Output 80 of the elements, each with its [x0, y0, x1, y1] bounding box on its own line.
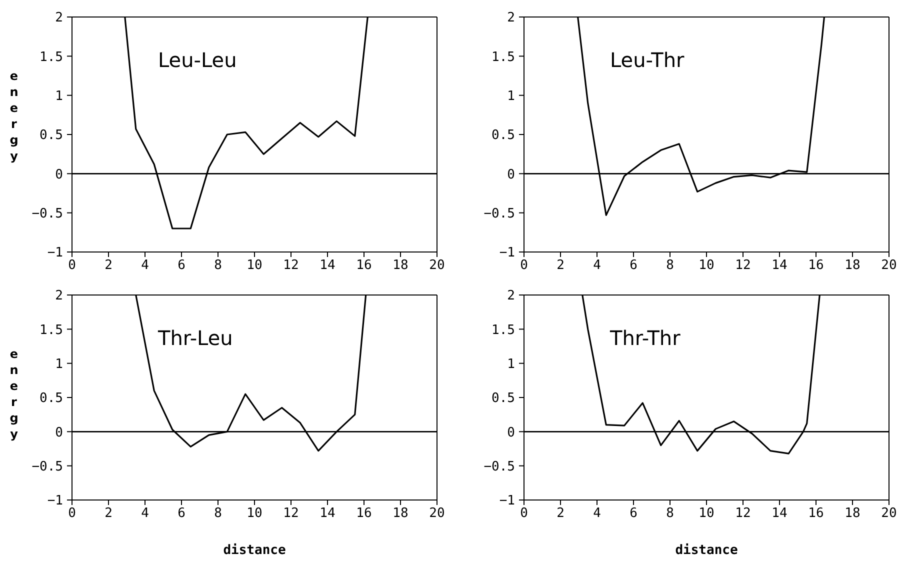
x-tick-label: 12: [283, 258, 299, 274]
y-tick-label: 1: [55, 356, 63, 372]
x-tick-label: 2: [556, 506, 564, 522]
x-tick-label: 12: [735, 506, 751, 522]
x-tick-label: 2: [104, 258, 112, 274]
text: Leu-Leu: [158, 48, 237, 72]
x-tick-label: 8: [666, 506, 674, 522]
y-tick-label: 1.5: [40, 50, 63, 65]
y-tick-label: 0: [507, 167, 515, 182]
x-tick-label: 8: [214, 506, 222, 522]
x-tick-label: 16: [808, 506, 824, 522]
x-tick-label: 20: [429, 258, 445, 274]
y-tick-label: 0: [507, 425, 515, 440]
x-tick-label: 8: [666, 258, 674, 274]
x-tick-label: 0: [68, 258, 76, 274]
x-tick-label: 2: [556, 258, 564, 274]
y-tick-label: 1: [55, 88, 63, 104]
x-tick-label: 16: [356, 506, 372, 522]
x-tick-label: 18: [392, 258, 408, 274]
y-tick-label: 0: [55, 425, 63, 440]
y-tick-label: 0: [55, 167, 63, 182]
y-tick-label: 0.5: [40, 391, 63, 406]
y-axis-title: energy: [8, 346, 20, 442]
x-tick-label: 14: [772, 506, 788, 522]
x-tick-label: 6: [630, 506, 638, 522]
x-tick-label: 4: [593, 506, 602, 522]
y-tick-label: −0.5: [32, 459, 63, 474]
x-tick-label: 20: [881, 506, 897, 522]
x-tick-label: 0: [68, 506, 76, 522]
x-tick-label: 18: [844, 506, 860, 522]
y-tick-label: 1: [507, 356, 515, 372]
y-tick-label: 2: [507, 10, 515, 26]
x-tick-label: 6: [178, 506, 186, 522]
x-tick-label: 4: [593, 258, 602, 274]
y-tick-label: 2: [55, 10, 63, 26]
x-tick-label: 16: [356, 258, 372, 274]
y-tick-label: −1: [499, 246, 515, 261]
y-tick-label: −0.5: [32, 206, 63, 222]
x-tick-label: 14: [320, 506, 336, 522]
y-tick-label: −1: [47, 494, 63, 509]
x-tick-label: 14: [320, 258, 336, 274]
x-tick-label: 0: [520, 506, 528, 522]
x-tick-label: 14: [772, 258, 788, 274]
x-tick-label: 10: [698, 506, 714, 522]
y-tick-label: 0.5: [492, 391, 515, 406]
y-tick-label: 1.5: [40, 322, 63, 338]
x-axis-title: distance: [675, 543, 738, 558]
y-tick-label: 2: [507, 288, 515, 304]
y-tick-label: 1: [507, 88, 515, 104]
x-tick-label: 12: [735, 258, 751, 274]
y-tick-label: 0.5: [492, 128, 515, 144]
x-tick-label: 18: [844, 258, 860, 274]
y-tick-label: 2: [55, 288, 63, 304]
x-axis-title: distance: [223, 543, 286, 558]
x-tick-label: 6: [178, 258, 186, 274]
x-tick-label: 0: [520, 258, 528, 274]
x-tick-label: 10: [246, 506, 262, 522]
text: Leu-Thr: [610, 48, 684, 72]
x-tick-label: 10: [246, 258, 262, 274]
x-tick-label: 2: [104, 506, 112, 522]
x-tick-label: 4: [141, 258, 150, 274]
y-tick-label: 1.5: [492, 322, 515, 338]
x-tick-label: 12: [283, 506, 299, 522]
y-tick-label: −0.5: [484, 459, 515, 474]
x-tick-label: 4: [141, 506, 150, 522]
x-tick-label: 20: [429, 506, 445, 522]
x-tick-label: 8: [214, 258, 222, 274]
y-tick-label: 1.5: [492, 50, 515, 65]
x-tick-label: 16: [808, 258, 824, 274]
x-tick-label: 18: [392, 506, 408, 522]
y-axis-title: energy: [8, 68, 20, 164]
text: Thr-Leu: [158, 326, 233, 350]
text: Thr-Thr: [610, 326, 680, 350]
x-tick-label: 20: [881, 258, 897, 274]
y-tick-label: −1: [499, 494, 515, 509]
x-tick-label: 6: [630, 258, 638, 274]
y-tick-label: 0.5: [40, 128, 63, 144]
y-tick-label: −0.5: [484, 206, 515, 222]
x-tick-label: 10: [698, 258, 714, 274]
y-tick-label: −1: [47, 246, 63, 261]
